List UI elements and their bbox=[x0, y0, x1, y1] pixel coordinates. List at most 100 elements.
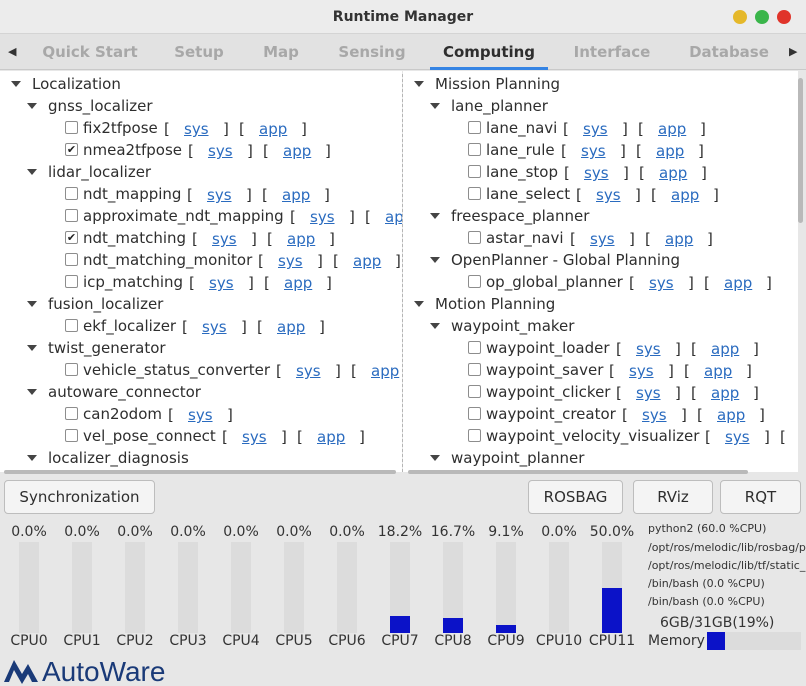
expander-arrow-icon[interactable] bbox=[27, 455, 37, 461]
sys-link[interactable]: sys bbox=[184, 120, 209, 138]
app-link[interactable]: app bbox=[317, 428, 346, 446]
tree-node[interactable]: waypoint_loader [sys] [app] bbox=[403, 337, 798, 359]
checkbox-waypoint-velocity-visualizer[interactable] bbox=[468, 429, 481, 442]
expander-arrow-icon[interactable] bbox=[430, 257, 440, 263]
app-link[interactable]: app bbox=[371, 362, 400, 380]
tree-node[interactable]: ekf_localizer [sys] [app] bbox=[0, 315, 402, 337]
tree-group[interactable]: lidar_localizer bbox=[0, 161, 402, 183]
checkbox-waypoint-loader[interactable] bbox=[468, 341, 481, 354]
expander-arrow-icon[interactable] bbox=[27, 345, 37, 351]
tree-node[interactable]: ✔ ndt_matching [sys] [app] bbox=[0, 227, 402, 249]
tree-group[interactable]: lane_planner bbox=[403, 95, 798, 117]
checkbox-can2odom[interactable] bbox=[65, 407, 78, 420]
app-link[interactable]: app bbox=[659, 164, 688, 182]
tab-map[interactable]: Map bbox=[263, 43, 299, 61]
rqt-button[interactable]: RQT bbox=[720, 480, 801, 514]
app-link[interactable]: app bbox=[283, 142, 312, 160]
tree-node[interactable]: waypoint_velocity_visualizer[sys][app] bbox=[403, 425, 798, 447]
checkbox-waypoint-saver[interactable] bbox=[468, 363, 481, 376]
tree-node[interactable]: waypoint_saver [sys] [app] bbox=[403, 359, 798, 381]
minimize-button[interactable] bbox=[733, 10, 747, 24]
tree-node[interactable]: waypoint_creator [sys] [app] bbox=[403, 403, 798, 425]
checkbox-ndt-matching[interactable]: ✔ bbox=[65, 231, 78, 244]
tree-node[interactable]: lane_stop [sys] [app] bbox=[403, 161, 798, 183]
expander-arrow-icon[interactable] bbox=[27, 169, 37, 175]
app-link[interactable]: app bbox=[665, 230, 694, 248]
expander-arrow-icon[interactable] bbox=[27, 301, 37, 307]
checkbox-vel-pose-connect[interactable] bbox=[65, 429, 78, 442]
sys-link[interactable]: sys bbox=[207, 186, 232, 204]
tab-quick-start[interactable]: Quick Start bbox=[42, 43, 138, 61]
app-link[interactable]: app bbox=[282, 186, 311, 204]
tree-node[interactable]: ✔ nmea2tfpose [sys] [app] bbox=[0, 139, 402, 161]
tree-group[interactable]: waypoint_planner bbox=[403, 447, 798, 469]
tree-node[interactable]: can2odom [sys] bbox=[0, 403, 402, 425]
sys-link[interactable]: sys bbox=[212, 230, 237, 248]
app-link[interactable]: app bbox=[287, 230, 316, 248]
app-link[interactable]: app bbox=[385, 208, 402, 226]
checkbox-op-global-planner[interactable] bbox=[468, 275, 481, 288]
sys-link[interactable]: sys bbox=[642, 406, 667, 424]
checkbox-lane-stop[interactable] bbox=[468, 165, 481, 178]
sys-link[interactable]: sys bbox=[202, 318, 227, 336]
expander-arrow-icon[interactable] bbox=[430, 455, 440, 461]
sys-link[interactable]: sys bbox=[242, 428, 267, 446]
sys-link[interactable]: sys bbox=[649, 274, 674, 292]
app-link[interactable]: app bbox=[717, 406, 746, 424]
tree-group[interactable]: gnss_localizer bbox=[0, 95, 402, 117]
tree-group[interactable]: waypoint_maker bbox=[403, 315, 798, 337]
checkbox-lane-navi[interactable] bbox=[468, 121, 481, 134]
checkbox-icp-matching[interactable] bbox=[65, 275, 78, 288]
tree-node[interactable]: op_global_planner [sys] [app] bbox=[403, 271, 798, 293]
checkbox-waypoint-clicker[interactable] bbox=[468, 385, 481, 398]
sys-link[interactable]: sys bbox=[296, 362, 321, 380]
app-link[interactable]: app bbox=[711, 384, 740, 402]
sys-link[interactable]: sys bbox=[278, 252, 303, 270]
pane-divider[interactable] bbox=[402, 74, 403, 472]
sys-link[interactable]: sys bbox=[581, 142, 606, 160]
tab-setup[interactable]: Setup bbox=[174, 43, 224, 61]
app-link[interactable]: app bbox=[656, 142, 685, 160]
tree-node[interactable]: lane_select [sys] [app] bbox=[403, 183, 798, 205]
tree-node[interactable]: approximate_ndt_mapping[sys][app] bbox=[0, 205, 402, 227]
sys-link[interactable]: sys bbox=[725, 428, 750, 446]
right-vertical-scrollbar[interactable] bbox=[798, 78, 803, 223]
sys-link[interactable]: sys bbox=[636, 384, 661, 402]
sys-link[interactable]: sys bbox=[636, 340, 661, 358]
tree-group[interactable]: fusion_localizer bbox=[0, 293, 402, 315]
app-link[interactable]: app bbox=[711, 340, 740, 358]
app-link[interactable]: app bbox=[671, 186, 700, 204]
expander-arrow-icon[interactable] bbox=[414, 301, 424, 307]
checkbox-lane-rule[interactable] bbox=[468, 143, 481, 156]
tab-interface[interactable]: Interface bbox=[573, 43, 651, 61]
sys-link[interactable]: sys bbox=[596, 186, 621, 204]
tree-group[interactable]: Localization bbox=[0, 73, 402, 95]
expander-arrow-icon[interactable] bbox=[11, 81, 21, 87]
sys-link[interactable]: sys bbox=[590, 230, 615, 248]
sys-link[interactable]: sys bbox=[584, 164, 609, 182]
tab-computing[interactable]: Computing bbox=[430, 34, 548, 70]
expander-arrow-icon[interactable] bbox=[430, 213, 440, 219]
close-button[interactable] bbox=[777, 10, 791, 24]
checkbox-approximate-ndt-mapping[interactable] bbox=[65, 209, 78, 222]
sys-link[interactable]: sys bbox=[209, 274, 234, 292]
checkbox-vehicle-status-converter[interactable] bbox=[65, 363, 78, 376]
tree-group[interactable]: Motion Planning bbox=[403, 293, 798, 315]
sys-link[interactable]: sys bbox=[583, 120, 608, 138]
tab-database[interactable]: Database bbox=[689, 43, 769, 61]
checkbox-astar-navi[interactable] bbox=[468, 231, 481, 244]
tab-scroll-right-icon[interactable]: ▶ bbox=[789, 45, 798, 58]
checkbox-lane-select[interactable] bbox=[468, 187, 481, 200]
sys-link[interactable]: sys bbox=[629, 362, 654, 380]
tree-node[interactable]: vehicle_status_converter[sys][app] bbox=[0, 359, 402, 381]
tab-scroll-left-icon[interactable]: ◀ bbox=[8, 45, 17, 58]
rosbag-button[interactable]: ROSBAG bbox=[528, 480, 623, 514]
checkbox-nmea2tfpose[interactable]: ✔ bbox=[65, 143, 78, 156]
expander-arrow-icon[interactable] bbox=[414, 81, 424, 87]
synchronization-button[interactable]: Synchronization bbox=[4, 480, 155, 514]
checkbox-ndt-mapping[interactable] bbox=[65, 187, 78, 200]
app-link[interactable]: app bbox=[724, 274, 753, 292]
tree-group[interactable]: freespace_planner bbox=[403, 205, 798, 227]
tree-node[interactable]: lane_rule [sys] [app] bbox=[403, 139, 798, 161]
maximize-button[interactable] bbox=[755, 10, 769, 24]
